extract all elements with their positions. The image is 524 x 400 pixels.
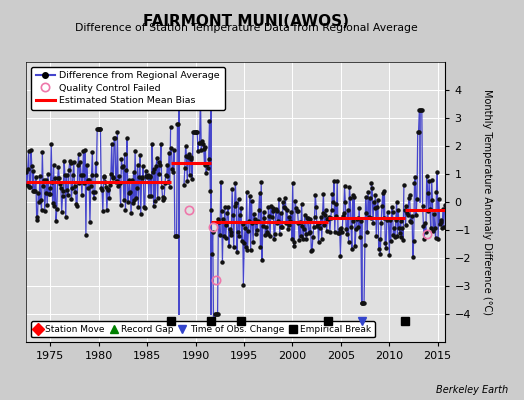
Text: FAIRMONT MUNI(AWOS): FAIRMONT MUNI(AWOS) — [143, 14, 350, 29]
Text: Berkeley Earth: Berkeley Earth — [436, 385, 508, 395]
Text: Difference of Station Temperature Data from Regional Average: Difference of Station Temperature Data f… — [75, 23, 418, 33]
Legend: Station Move, Record Gap, Time of Obs. Change, Empirical Break: Station Move, Record Gap, Time of Obs. C… — [31, 321, 375, 338]
Y-axis label: Monthly Temperature Anomaly Difference (°C): Monthly Temperature Anomaly Difference (… — [482, 89, 492, 315]
